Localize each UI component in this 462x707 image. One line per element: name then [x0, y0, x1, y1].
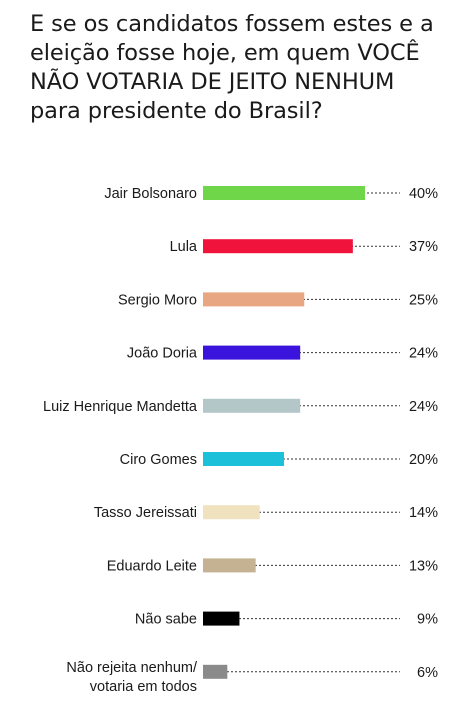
category-label: Lula	[170, 239, 198, 255]
bar	[203, 664, 228, 679]
chart-title: E se os candidatos fossem estes e a elei…	[30, 11, 434, 124]
category-label: Não rejeita nenhum/votaria em todos	[66, 660, 198, 695]
value-label: 6%	[417, 665, 438, 681]
category-label: Jair Bolsonaro	[104, 186, 197, 202]
value-label: 25%	[409, 292, 438, 308]
value-label: 24%	[409, 399, 438, 415]
bar	[203, 558, 256, 573]
bar	[203, 186, 365, 200]
value-label: 20%	[409, 452, 438, 468]
bar	[203, 345, 301, 360]
bar	[203, 611, 240, 626]
value-label: 13%	[409, 558, 438, 574]
category-label: Eduardo Leite	[107, 558, 197, 574]
bar	[203, 292, 305, 307]
category-label: Sergio Moro	[118, 292, 197, 308]
bar	[203, 505, 260, 520]
category-label: Ciro Gomes	[120, 452, 197, 468]
category-label: João Doria	[127, 346, 198, 362]
value-label: 14%	[409, 505, 438, 521]
bar	[203, 452, 284, 466]
category-label: Tasso Jereissati	[94, 505, 197, 521]
bar	[203, 239, 353, 254]
value-label: 9%	[417, 612, 438, 628]
category-label: Não sabe	[135, 612, 197, 628]
category-label: Luiz Henrique Mandetta	[43, 399, 198, 415]
value-label: 40%	[409, 186, 438, 202]
value-label: 37%	[409, 239, 438, 255]
bar	[203, 398, 301, 413]
value-label: 24%	[409, 346, 438, 362]
